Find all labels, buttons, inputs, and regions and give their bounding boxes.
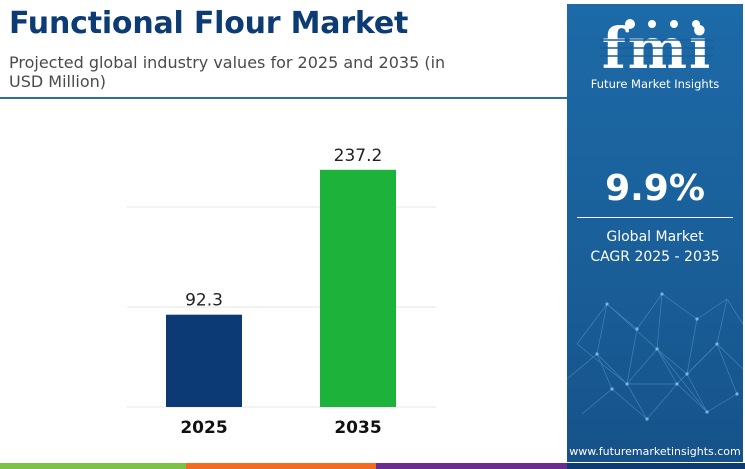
cagr-label-line1: Global Market <box>606 229 704 245</box>
cagr-value: 9.9% <box>605 168 705 209</box>
strip-segment-3 <box>567 463 745 469</box>
logo-gear-icon <box>692 20 700 28</box>
bottom-color-strip <box>0 463 745 469</box>
page-subtitle: Projected global industry values for 202… <box>9 53 446 91</box>
x-tick-2035: 2035 <box>334 418 381 438</box>
strip-segment-2 <box>376 463 567 469</box>
logo-person-icon <box>648 20 656 28</box>
strip-segment-1 <box>186 463 376 469</box>
title-divider <box>0 97 567 99</box>
value-labels: 92.3 237.2 <box>185 146 382 311</box>
value-label-2025: 92.3 <box>185 291 223 311</box>
cagr-label: Global Market CAGR 2025 - 2035 <box>567 227 743 267</box>
x-tick-labels: 2025 2035 <box>180 418 381 438</box>
x-tick-2025: 2025 <box>180 418 227 438</box>
side-panel: fmi Future Market Insights 9.9% Global M… <box>567 4 743 462</box>
logo-subtitle: Future Market Insights <box>590 77 720 91</box>
value-label-2035: 237.2 <box>334 146 383 166</box>
bar-chart: 92.3 237.2 2025 2035 <box>127 146 436 438</box>
logo-text: fmi <box>602 16 713 76</box>
website-link[interactable]: www.futuremarketinsights.com <box>569 445 741 458</box>
bar-2025 <box>166 314 242 407</box>
bar-2035 <box>320 169 396 407</box>
cagr-divider <box>577 217 733 218</box>
bars <box>166 169 396 407</box>
fmi-logo: fmi <box>600 16 714 76</box>
strip-segment-0 <box>0 463 186 469</box>
cagr-label-line2: CAGR 2025 - 2035 <box>590 249 720 265</box>
page-title: Functional Flour Market <box>9 6 409 41</box>
logo-globe-icon <box>625 19 635 29</box>
logo-chart-icon <box>670 20 678 28</box>
network-mesh-decoration <box>567 292 743 421</box>
